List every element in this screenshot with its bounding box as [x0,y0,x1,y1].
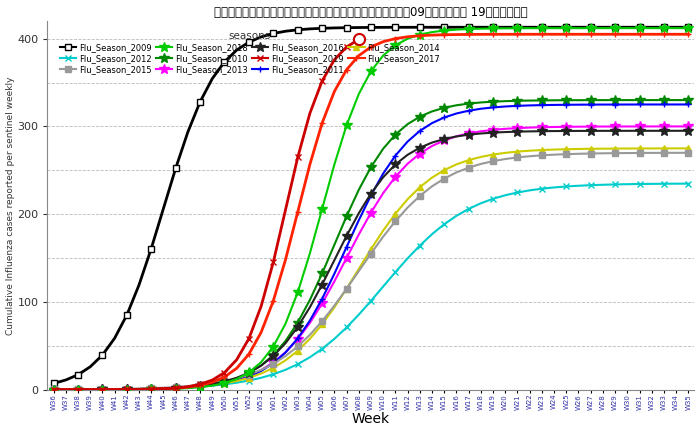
X-axis label: Week: Week [352,413,390,426]
Title: シーズン別の週ごとの「定点当たり報告数」の累計値の推移（09年シーズン～ 19年シーズン）: シーズン別の週ごとの「定点当たり報告数」の累計値の推移（09年シーズン～ 19年… [214,6,528,19]
Y-axis label: Cumulative Influenza cases reported per sentinel weekly: Cumulative Influenza cases reported per … [6,76,15,335]
Legend: Flu_Season_2009, Flu_Season_2012, Flu_Season_2015, Flu_Season_2018, Flu_Season_2: Flu_Season_2009, Flu_Season_2012, Flu_Se… [58,29,442,76]
